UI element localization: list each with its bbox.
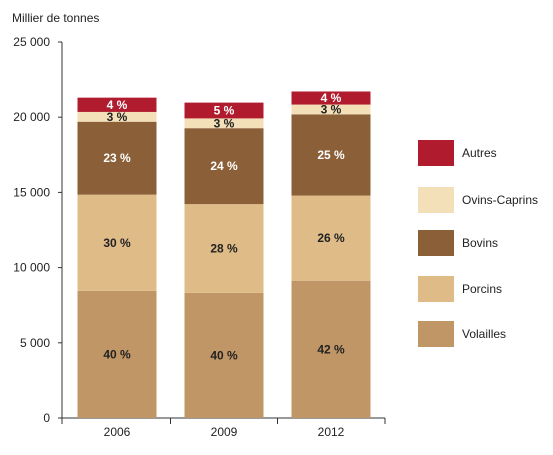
x-tick-label: 2012: [318, 425, 345, 439]
plot-area: 0 5 000 10 000 15 000 20 000 25 000 40 % 30 % 23…: [13, 35, 386, 439]
data-label: 25 %: [317, 148, 345, 162]
data-label: 4 %: [107, 98, 128, 112]
y-tick-label: 5 000: [20, 336, 50, 350]
bar-segment: [77, 194, 157, 291]
data-label: 28 %: [210, 241, 238, 255]
legend-swatch: [418, 187, 454, 213]
bar-segment: [184, 128, 264, 205]
x-tick-label: 2009: [211, 425, 238, 439]
legend-swatch: [418, 276, 454, 302]
legend-label: Bovins: [462, 236, 498, 250]
data-label: 3 %: [107, 110, 128, 124]
bar-segment: [77, 97, 157, 112]
data-label: 3 %: [214, 116, 235, 130]
y-tick-label: 25 000: [13, 35, 50, 49]
bar-segment: [291, 91, 371, 105]
legend-swatch: [418, 140, 454, 166]
bar-segment: [291, 195, 371, 281]
bar-segment: [77, 111, 157, 122]
bar-segment: [184, 292, 264, 418]
y-tick-label: 10 000: [13, 261, 50, 275]
data-label: 23 %: [103, 151, 131, 165]
x-tick-label: 2006: [104, 425, 131, 439]
legend-label: Porcins: [462, 282, 502, 296]
bar-segment: [184, 102, 264, 119]
data-label: 42 %: [317, 342, 345, 356]
data-label: 30 %: [103, 236, 131, 250]
bar-segment: [184, 118, 264, 129]
y-tick-label: 15 000: [13, 185, 50, 199]
data-label: 26 %: [317, 231, 345, 245]
data-label: 3 %: [321, 102, 342, 116]
legend-label: Volailles: [462, 327, 506, 341]
y-tick-label: 0: [43, 411, 50, 425]
data-label: 40 %: [210, 348, 238, 362]
bar-segment: [184, 204, 264, 293]
data-label: 24 %: [210, 159, 238, 173]
bar-segment: [291, 280, 371, 418]
legend-label: Ovins-Caprins: [462, 193, 538, 207]
y-axis-title: Millier de tonnes: [12, 11, 99, 25]
bar-segment: [77, 290, 157, 418]
y-tick-label: 20 000: [13, 110, 50, 124]
data-label: 5 %: [214, 104, 235, 118]
legend: Autres Ovins-Caprins Bovins Porcins Volaille…: [418, 140, 538, 347]
bar-segment: [291, 104, 371, 115]
legend-label: Autres: [462, 146, 497, 160]
legend-swatch: [418, 321, 454, 347]
data-label: 40 %: [103, 347, 131, 361]
legend-swatch: [418, 230, 454, 256]
bar-segment: [291, 114, 371, 196]
data-label: 4 %: [321, 91, 342, 105]
bar-segment: [77, 121, 157, 195]
